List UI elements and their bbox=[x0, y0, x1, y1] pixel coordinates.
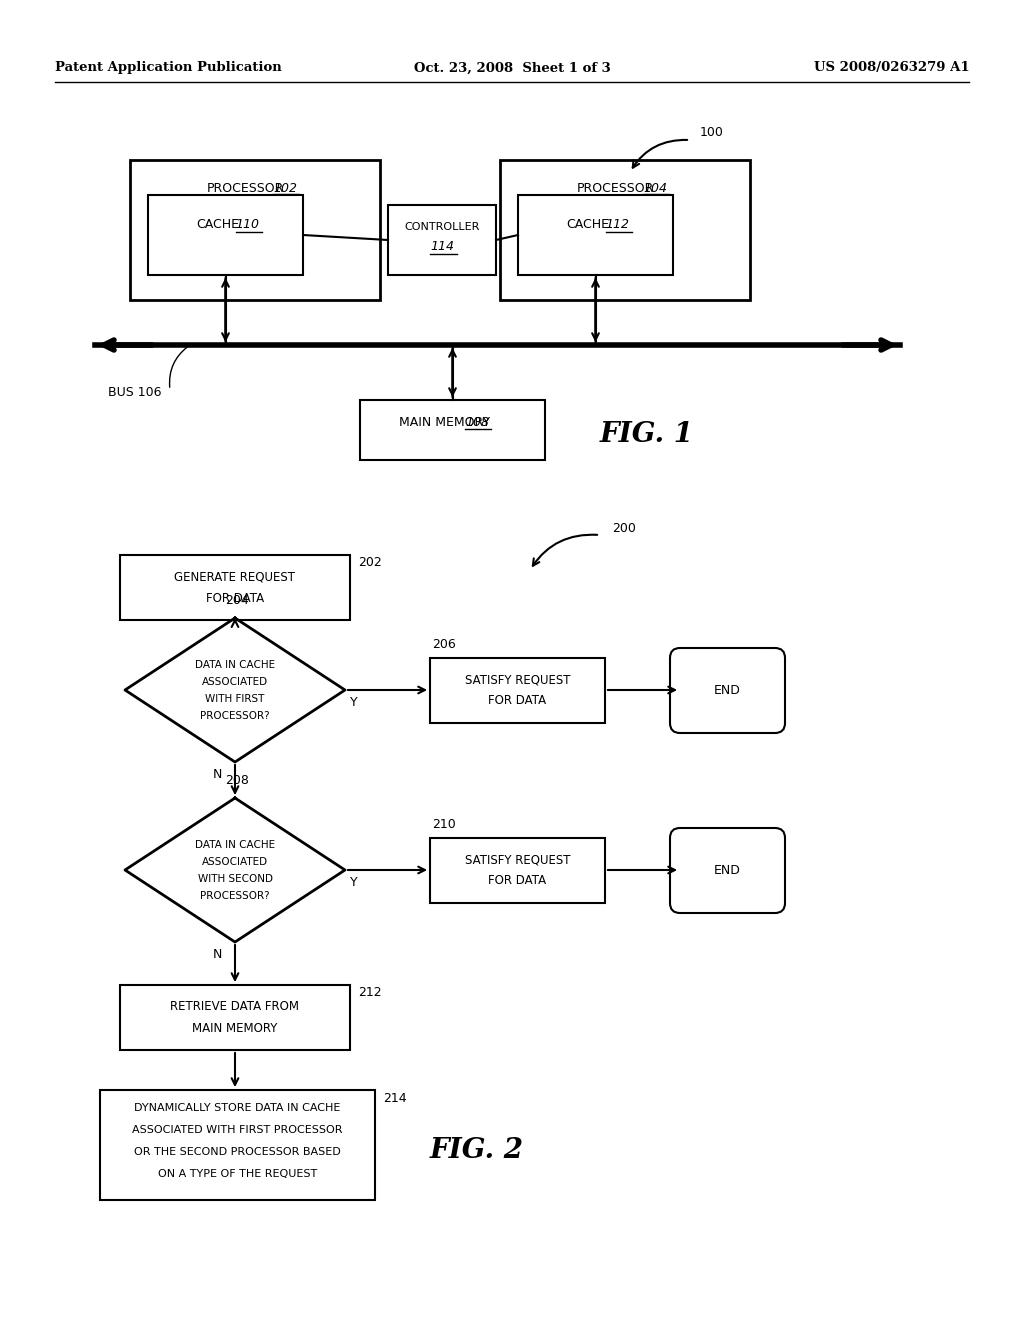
Text: DYNAMICALLY STORE DATA IN CACHE: DYNAMICALLY STORE DATA IN CACHE bbox=[134, 1104, 341, 1113]
Text: 108: 108 bbox=[466, 416, 489, 429]
Text: 212: 212 bbox=[358, 986, 382, 999]
Text: SATISFY REQUEST: SATISFY REQUEST bbox=[465, 854, 570, 866]
Text: 104: 104 bbox=[643, 181, 667, 194]
Text: PROCESSOR: PROCESSOR bbox=[206, 181, 284, 194]
Text: OR THE SECOND PROCESSOR BASED: OR THE SECOND PROCESSOR BASED bbox=[134, 1147, 341, 1158]
Text: GENERATE REQUEST: GENERATE REQUEST bbox=[174, 570, 296, 583]
Text: 210: 210 bbox=[432, 817, 456, 830]
Bar bbox=[388, 205, 496, 275]
Text: N: N bbox=[212, 948, 221, 961]
Bar bbox=[120, 554, 350, 620]
Text: SATISFY REQUEST: SATISFY REQUEST bbox=[465, 673, 570, 686]
Text: WITH FIRST: WITH FIRST bbox=[206, 694, 264, 704]
Text: DATA IN CACHE: DATA IN CACHE bbox=[195, 660, 275, 671]
Text: CACHE: CACHE bbox=[566, 219, 609, 231]
Text: END: END bbox=[714, 865, 741, 876]
Text: BUS 106: BUS 106 bbox=[108, 387, 162, 400]
Text: Y: Y bbox=[350, 696, 357, 709]
Text: RETRIEVE DATA FROM: RETRIEVE DATA FROM bbox=[171, 1001, 299, 1014]
FancyBboxPatch shape bbox=[670, 828, 785, 913]
Text: 100: 100 bbox=[700, 127, 724, 140]
Text: 214: 214 bbox=[383, 1092, 407, 1105]
Text: PROCESSOR?: PROCESSOR? bbox=[200, 711, 269, 721]
Text: FIG. 1: FIG. 1 bbox=[600, 421, 694, 449]
Text: 114: 114 bbox=[430, 240, 454, 253]
Bar bbox=[130, 160, 380, 300]
Text: ASSOCIATED: ASSOCIATED bbox=[202, 677, 268, 686]
Text: ASSOCIATED WITH FIRST PROCESSOR: ASSOCIATED WITH FIRST PROCESSOR bbox=[132, 1125, 343, 1135]
Text: Oct. 23, 2008  Sheet 1 of 3: Oct. 23, 2008 Sheet 1 of 3 bbox=[414, 62, 610, 74]
Text: END: END bbox=[714, 684, 741, 697]
Text: FOR DATA: FOR DATA bbox=[488, 874, 547, 887]
Text: 110: 110 bbox=[236, 219, 259, 231]
Text: FOR DATA: FOR DATA bbox=[488, 694, 547, 708]
Bar bbox=[518, 195, 673, 275]
Text: FOR DATA: FOR DATA bbox=[206, 591, 264, 605]
Text: ASSOCIATED: ASSOCIATED bbox=[202, 857, 268, 867]
Text: WITH SECOND: WITH SECOND bbox=[198, 874, 272, 884]
Text: 200: 200 bbox=[612, 521, 636, 535]
Text: 208: 208 bbox=[225, 774, 249, 787]
Text: US 2008/0263279 A1: US 2008/0263279 A1 bbox=[814, 62, 970, 74]
Text: MAIN MEMORY: MAIN MEMORY bbox=[399, 416, 490, 429]
Text: PROCESSOR?: PROCESSOR? bbox=[200, 891, 269, 902]
FancyBboxPatch shape bbox=[670, 648, 785, 733]
Text: MAIN MEMORY: MAIN MEMORY bbox=[193, 1022, 278, 1035]
Text: ON A TYPE OF THE REQUEST: ON A TYPE OF THE REQUEST bbox=[158, 1170, 317, 1179]
Text: CACHE: CACHE bbox=[196, 219, 239, 231]
Text: 102: 102 bbox=[273, 181, 297, 194]
Text: 206: 206 bbox=[432, 638, 456, 651]
Bar bbox=[360, 400, 545, 459]
Text: FIG. 2: FIG. 2 bbox=[430, 1137, 524, 1163]
Text: Y: Y bbox=[350, 875, 357, 888]
Bar bbox=[500, 160, 750, 300]
Bar bbox=[430, 838, 605, 903]
Text: 204: 204 bbox=[225, 594, 249, 606]
Text: PROCESSOR: PROCESSOR bbox=[577, 181, 653, 194]
Text: DATA IN CACHE: DATA IN CACHE bbox=[195, 840, 275, 850]
Text: 112: 112 bbox=[605, 219, 630, 231]
Text: 202: 202 bbox=[358, 557, 382, 569]
Text: Patent Application Publication: Patent Application Publication bbox=[55, 62, 282, 74]
Bar bbox=[120, 985, 350, 1049]
Text: CONTROLLER: CONTROLLER bbox=[404, 222, 479, 232]
Bar bbox=[430, 657, 605, 723]
Bar bbox=[100, 1090, 375, 1200]
Text: N: N bbox=[212, 767, 221, 780]
Bar bbox=[148, 195, 303, 275]
